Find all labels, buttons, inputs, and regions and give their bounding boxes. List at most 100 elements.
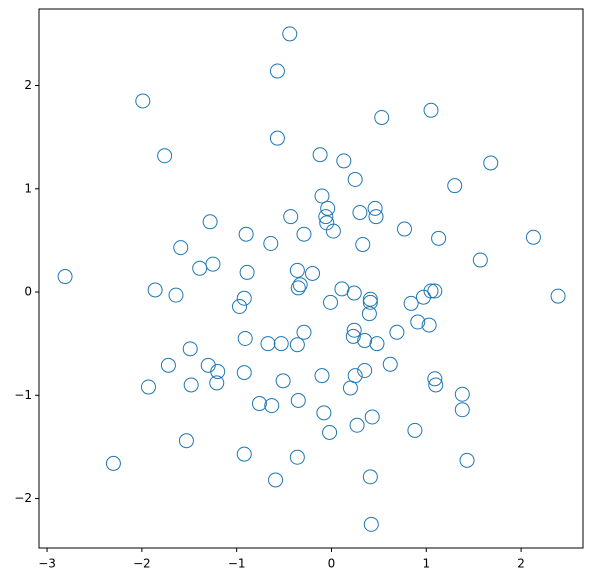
point bbox=[289, 449, 305, 465]
point bbox=[268, 472, 284, 488]
point bbox=[423, 283, 439, 299]
x-tick-label: −1 bbox=[228, 557, 246, 571]
point bbox=[209, 375, 225, 391]
point bbox=[525, 229, 541, 245]
point bbox=[374, 110, 390, 126]
point bbox=[323, 294, 339, 310]
x-tick-label: 1 bbox=[422, 557, 430, 571]
point bbox=[57, 269, 73, 285]
point bbox=[314, 368, 330, 384]
point bbox=[357, 333, 373, 349]
point bbox=[483, 155, 499, 171]
x-tick-label: −2 bbox=[133, 557, 151, 571]
point bbox=[202, 214, 218, 230]
y-tick-label: 1 bbox=[24, 181, 32, 195]
point bbox=[447, 178, 463, 194]
point bbox=[368, 209, 384, 225]
point bbox=[415, 289, 431, 305]
point bbox=[362, 291, 378, 307]
point bbox=[182, 341, 198, 357]
point bbox=[322, 424, 338, 440]
point bbox=[173, 240, 189, 256]
point bbox=[273, 336, 289, 352]
point bbox=[269, 63, 285, 79]
point bbox=[312, 147, 328, 163]
y-tick-label: 2 bbox=[24, 78, 32, 92]
point bbox=[305, 265, 321, 281]
point bbox=[349, 417, 365, 433]
point bbox=[421, 317, 437, 333]
point bbox=[320, 200, 336, 216]
point bbox=[345, 328, 361, 344]
point bbox=[431, 230, 447, 246]
point bbox=[389, 324, 405, 340]
y-tick-label: −2 bbox=[14, 491, 32, 505]
point bbox=[264, 398, 280, 414]
point bbox=[135, 93, 151, 109]
point bbox=[346, 285, 362, 301]
point bbox=[428, 377, 444, 393]
point bbox=[275, 373, 291, 389]
point bbox=[369, 336, 385, 352]
point bbox=[396, 221, 412, 237]
point bbox=[200, 357, 216, 373]
point bbox=[141, 379, 157, 395]
y-tick-label: 0 bbox=[24, 285, 32, 299]
point bbox=[168, 287, 184, 303]
point bbox=[290, 280, 306, 296]
point bbox=[251, 396, 267, 412]
point bbox=[367, 200, 383, 216]
point bbox=[472, 252, 488, 268]
point bbox=[454, 386, 470, 402]
point bbox=[205, 256, 221, 272]
point bbox=[296, 226, 312, 242]
point bbox=[105, 455, 121, 471]
point bbox=[314, 188, 330, 204]
point bbox=[362, 469, 378, 485]
point bbox=[346, 322, 362, 338]
x-tick-label: 0 bbox=[328, 557, 336, 571]
point bbox=[459, 452, 475, 468]
point bbox=[454, 402, 470, 418]
point bbox=[210, 364, 226, 380]
point bbox=[160, 357, 176, 373]
point bbox=[236, 290, 252, 306]
point bbox=[289, 337, 305, 353]
point bbox=[318, 209, 334, 225]
point bbox=[357, 363, 373, 379]
point bbox=[316, 405, 332, 421]
point bbox=[238, 226, 254, 242]
point bbox=[290, 392, 306, 408]
point bbox=[363, 516, 379, 532]
point bbox=[292, 277, 308, 293]
point bbox=[260, 336, 276, 352]
point bbox=[236, 446, 252, 462]
point bbox=[147, 282, 163, 298]
point bbox=[347, 171, 363, 187]
point bbox=[263, 235, 279, 251]
point bbox=[239, 264, 255, 280]
point bbox=[296, 324, 312, 340]
point bbox=[361, 306, 377, 322]
point bbox=[427, 371, 443, 387]
point bbox=[352, 205, 368, 221]
point bbox=[342, 380, 358, 396]
point bbox=[289, 262, 305, 278]
x-tick-label: −3 bbox=[38, 557, 56, 571]
point bbox=[282, 26, 298, 42]
point bbox=[362, 294, 378, 310]
point bbox=[423, 102, 439, 118]
point bbox=[232, 298, 248, 314]
point bbox=[237, 330, 253, 346]
point bbox=[183, 377, 199, 393]
point bbox=[382, 356, 398, 372]
x-tick-label: 2 bbox=[517, 557, 525, 571]
point bbox=[403, 295, 419, 311]
plot-frame bbox=[38, 8, 584, 549]
point bbox=[236, 365, 252, 381]
point bbox=[269, 130, 285, 146]
point bbox=[364, 409, 380, 425]
y-tick-label: −1 bbox=[14, 388, 32, 402]
point bbox=[410, 314, 426, 330]
